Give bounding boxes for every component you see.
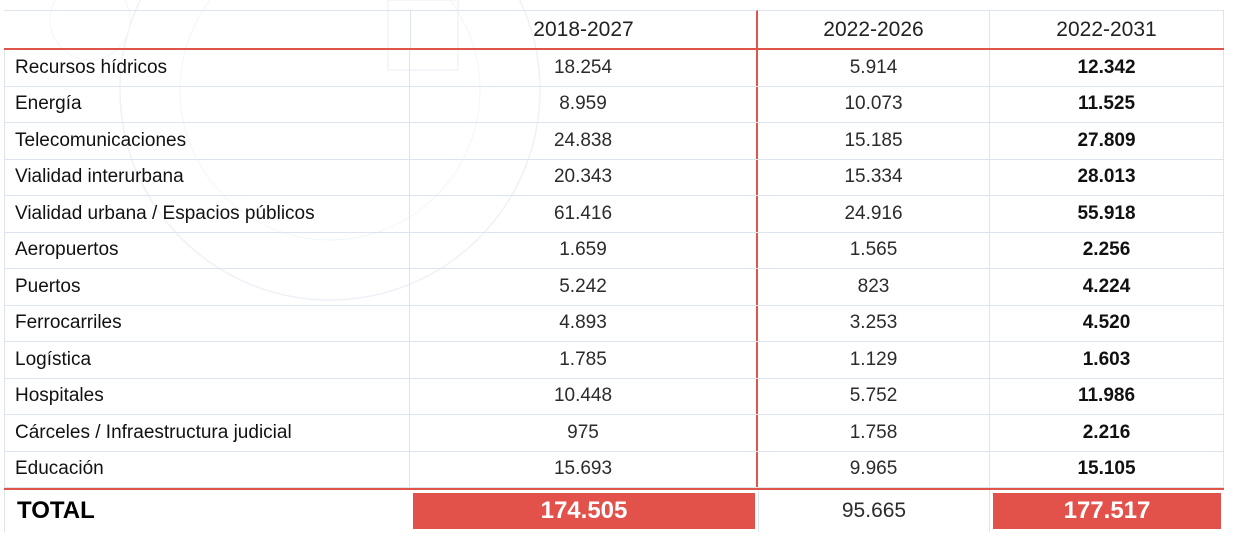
value-2022-2031: 11.986 [990,378,1224,414]
value-2022-2031: 2.256 [990,232,1224,268]
table-row: Ferrocarriles 4.893 3.253 4.520 [4,305,1224,342]
value-2022-2031: 11.525 [990,86,1224,122]
total-2022-2031: 177.517 [990,490,1224,532]
total-label: TOTAL [4,490,410,532]
value-2022-2026: 823 [758,269,990,305]
value-2022-2026: 9.965 [758,451,990,487]
value-2018-2027: 4.893 [410,305,758,341]
value-2022-2031: 4.224 [990,269,1224,305]
table-row: Energía 8.959 10.073 11.525 [4,86,1224,123]
table-header-row: 2018-2027 2022-2026 2022-2031 [4,10,1224,50]
value-2022-2031: 4.520 [990,305,1224,341]
value-2018-2027: 1.659 [410,232,758,268]
value-2018-2027: 5.242 [410,269,758,305]
value-2022-2031: 15.105 [990,451,1224,487]
table-row: Telecomunicaciones 24.838 15.185 27.809 [4,123,1224,160]
row-label: Ferrocarriles [4,305,410,341]
header-label-cell [4,10,410,48]
value-2022-2031: 55.918 [990,196,1224,232]
value-2018-2027: 61.416 [410,196,758,232]
row-label: Logística [4,342,410,378]
value-2022-2031: 2.216 [990,415,1224,451]
row-label: Vialidad urbana / Espacios públicos [4,196,410,232]
value-2022-2026: 24.916 [758,196,990,232]
row-label: Hospitales [4,378,410,414]
table-body: Recursos hídricos 18.254 5.914 12.342 Energí… [4,50,1224,488]
value-2018-2027: 10.448 [410,378,758,414]
value-2022-2031: 12.342 [990,50,1224,86]
value-2018-2027: 20.343 [410,159,758,195]
table-row: Recursos hídricos 18.254 5.914 12.342 [4,50,1224,87]
value-2022-2026: 3.253 [758,305,990,341]
value-2022-2026: 5.752 [758,378,990,414]
table-row: Cárceles / Infraestructura judicial 975 1.… [4,415,1224,452]
table-row: Aeropuertos 1.659 1.565 2.256 [4,232,1224,269]
row-label: Aeropuertos [4,232,410,268]
value-2022-2031: 1.603 [990,342,1224,378]
row-label: Energía [4,86,410,122]
header-2018-2027: 2018-2027 [410,10,758,48]
header-2022-2031: 2022-2031 [990,10,1224,48]
row-label: Educación [4,451,410,487]
row-label: Telecomunicaciones [4,123,410,159]
value-2022-2026: 1.565 [758,232,990,268]
value-2018-2027: 8.959 [410,86,758,122]
table-row: Educación 15.693 9.965 15.105 [4,451,1224,488]
total-2022-2026: 95.665 [758,490,990,532]
value-2022-2026: 1.129 [758,342,990,378]
header-2022-2026: 2022-2026 [758,10,990,48]
total-row: TOTAL 174.505 95.665 177.517 [4,488,1224,532]
value-2022-2026: 10.073 [758,86,990,122]
value-2022-2031: 28.013 [990,159,1224,195]
value-2022-2026: 15.334 [758,159,990,195]
value-2022-2026: 15.185 [758,123,990,159]
investment-table: 2018-2027 2022-2026 2022-2031 Recursos h… [4,10,1224,532]
value-2022-2031: 27.809 [990,123,1224,159]
row-label: Cárceles / Infraestructura judicial [4,415,410,451]
value-2018-2027: 975 [410,415,758,451]
value-2022-2026: 5.914 [758,50,990,86]
value-2018-2027: 24.838 [410,123,758,159]
table-row: Hospitales 10.448 5.752 11.986 [4,378,1224,415]
row-label: Vialidad interurbana [4,159,410,195]
table-row: Logística 1.785 1.129 1.603 [4,342,1224,379]
row-label: Recursos hídricos [4,50,410,86]
row-label: Puertos [4,269,410,305]
value-2018-2027: 18.254 [410,50,758,86]
table-row: Puertos 5.242 823 4.224 [4,269,1224,306]
table-row: Vialidad interurbana 20.343 15.334 28.013 [4,159,1224,196]
total-2018-2027: 174.505 [410,490,758,532]
value-2018-2027: 1.785 [410,342,758,378]
value-2018-2027: 15.693 [410,451,758,487]
value-2022-2026: 1.758 [758,415,990,451]
table-row: Vialidad urbana / Espacios públicos 61.41… [4,196,1224,233]
